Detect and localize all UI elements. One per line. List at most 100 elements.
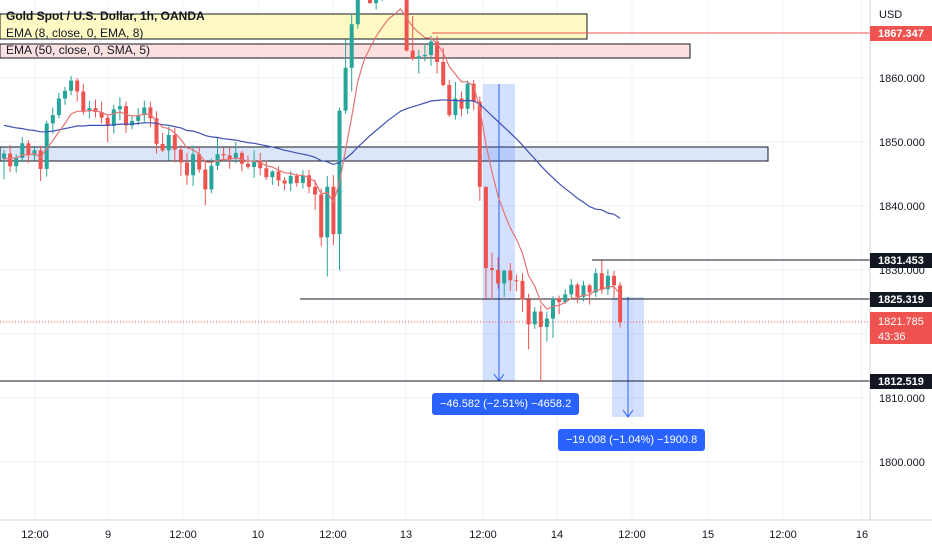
measure-boxes: [483, 84, 644, 418]
candle-body: [544, 318, 549, 327]
candle: [246, 155, 250, 169]
price-tick: 1860.000: [879, 73, 925, 85]
candle: [575, 282, 580, 304]
candle: [124, 101, 128, 134]
candle: [130, 115, 135, 130]
candle: [252, 150, 257, 178]
candle-body: [26, 143, 31, 156]
candle-body: [605, 275, 610, 290]
demand-zone[interactable]: [0, 146, 769, 162]
candle: [593, 268, 598, 297]
candle-body: [288, 175, 293, 184]
candle-body: [325, 186, 330, 238]
current-price-tag: [870, 312, 932, 344]
candle-body: [221, 154, 226, 156]
candle-body: [172, 134, 177, 150]
candle-body: [307, 175, 311, 187]
candle-body: [258, 160, 263, 169]
candle-body: [319, 194, 324, 238]
time-tick: 9: [105, 529, 111, 541]
candle: [178, 145, 183, 176]
candle: [520, 273, 525, 313]
candle: [612, 270, 616, 298]
measure-label-1[interactable]: −46.582 (−2.51%) −4658.2: [432, 393, 580, 415]
candle-body: [422, 54, 427, 57]
candle-body: [130, 120, 135, 126]
countdown-text: 43:36: [878, 331, 906, 343]
candle-body: [459, 98, 464, 109]
price-tag-c-text: 1812.519: [878, 376, 924, 388]
candle-body: [142, 107, 147, 116]
price-tag-c: [870, 374, 932, 389]
candle-body: [612, 275, 616, 286]
candle-body: [105, 117, 110, 126]
price-axis[interactable]: USD 1860.000 1850.000 1840.000 1830.000 …: [869, 0, 932, 520]
supply-zone-upper[interactable]: [0, 13, 588, 40]
candle: [227, 147, 232, 169]
candle-body: [496, 270, 501, 284]
candle-body: [502, 270, 507, 284]
candle: [416, 49, 421, 74]
indicator-ema-slow[interactable]: EMA (50, close, 0, SMA, 5): [6, 43, 151, 57]
candle-body: [99, 111, 104, 118]
time-tick: 13: [400, 529, 412, 541]
candle-body: [246, 163, 250, 167]
time-tick: 12:00: [169, 529, 197, 541]
candle: [233, 142, 238, 164]
candle: [313, 179, 318, 210]
measure-label-2[interactable]: −19.008 (−1.04%) −1900.8: [558, 429, 706, 451]
ema-fast-line[interactable]: [3, 7, 621, 310]
time-tick: 12:00: [469, 529, 497, 541]
candle-body: [374, 0, 379, 4]
candle-body: [429, 41, 433, 55]
candle-body: [14, 158, 19, 167]
candle: [429, 35, 433, 66]
indicator-ema-fast[interactable]: EMA (8, close, 0, EMA, 8): [6, 26, 144, 40]
supply-zone-lower[interactable]: [0, 43, 691, 59]
price-tick: 1810.000: [879, 393, 925, 405]
candle-body: [20, 143, 25, 158]
candle-body: [215, 154, 220, 166]
candle: [538, 305, 543, 382]
candle-body: [56, 98, 61, 116]
candle: [20, 136, 25, 162]
time-tick: 14: [551, 529, 563, 541]
time-tick: 12:00: [618, 529, 646, 541]
candle-body: [520, 280, 525, 300]
candle: [105, 114, 110, 142]
current-price-text: 1821.785: [878, 316, 924, 328]
candle-body: [264, 168, 269, 178]
currency-label: USD: [879, 9, 902, 21]
measure-arrow-2: [622, 409, 634, 418]
symbol-title[interactable]: Gold Spot / U.S. Dollar, 1h, OANDA: [6, 9, 205, 23]
time-tick: 12:00: [319, 529, 347, 541]
candle: [56, 92, 61, 119]
candle-body: [404, 0, 409, 51]
candle-body: [111, 109, 116, 126]
candle: [471, 79, 476, 110]
price-tag-b: [870, 292, 932, 307]
candle: [75, 78, 80, 102]
time-axis[interactable]: 12:00 9 12:00 10 12:00 13 12:00 14 12:00…: [0, 519, 932, 550]
candle: [368, 0, 372, 4]
time-tick: 12:00: [21, 529, 49, 541]
candle-body: [32, 150, 37, 156]
candle-body: [441, 62, 446, 86]
candle: [258, 152, 263, 176]
candle: [197, 147, 202, 173]
price-tag-top: [870, 26, 932, 41]
zones: [0, 13, 769, 162]
candle: [166, 126, 171, 161]
price-tick: 1850.000: [879, 137, 925, 149]
candle: [605, 269, 610, 295]
candle-body: [203, 169, 208, 190]
candle-body: [136, 115, 141, 121]
candle: [288, 170, 293, 192]
candle-body: [453, 98, 458, 116]
candle-body: [282, 180, 287, 184]
candle: [215, 137, 220, 171]
candle: [136, 108, 141, 126]
candle-body: [197, 154, 202, 170]
ema-slow-line[interactable]: [3, 99, 621, 219]
